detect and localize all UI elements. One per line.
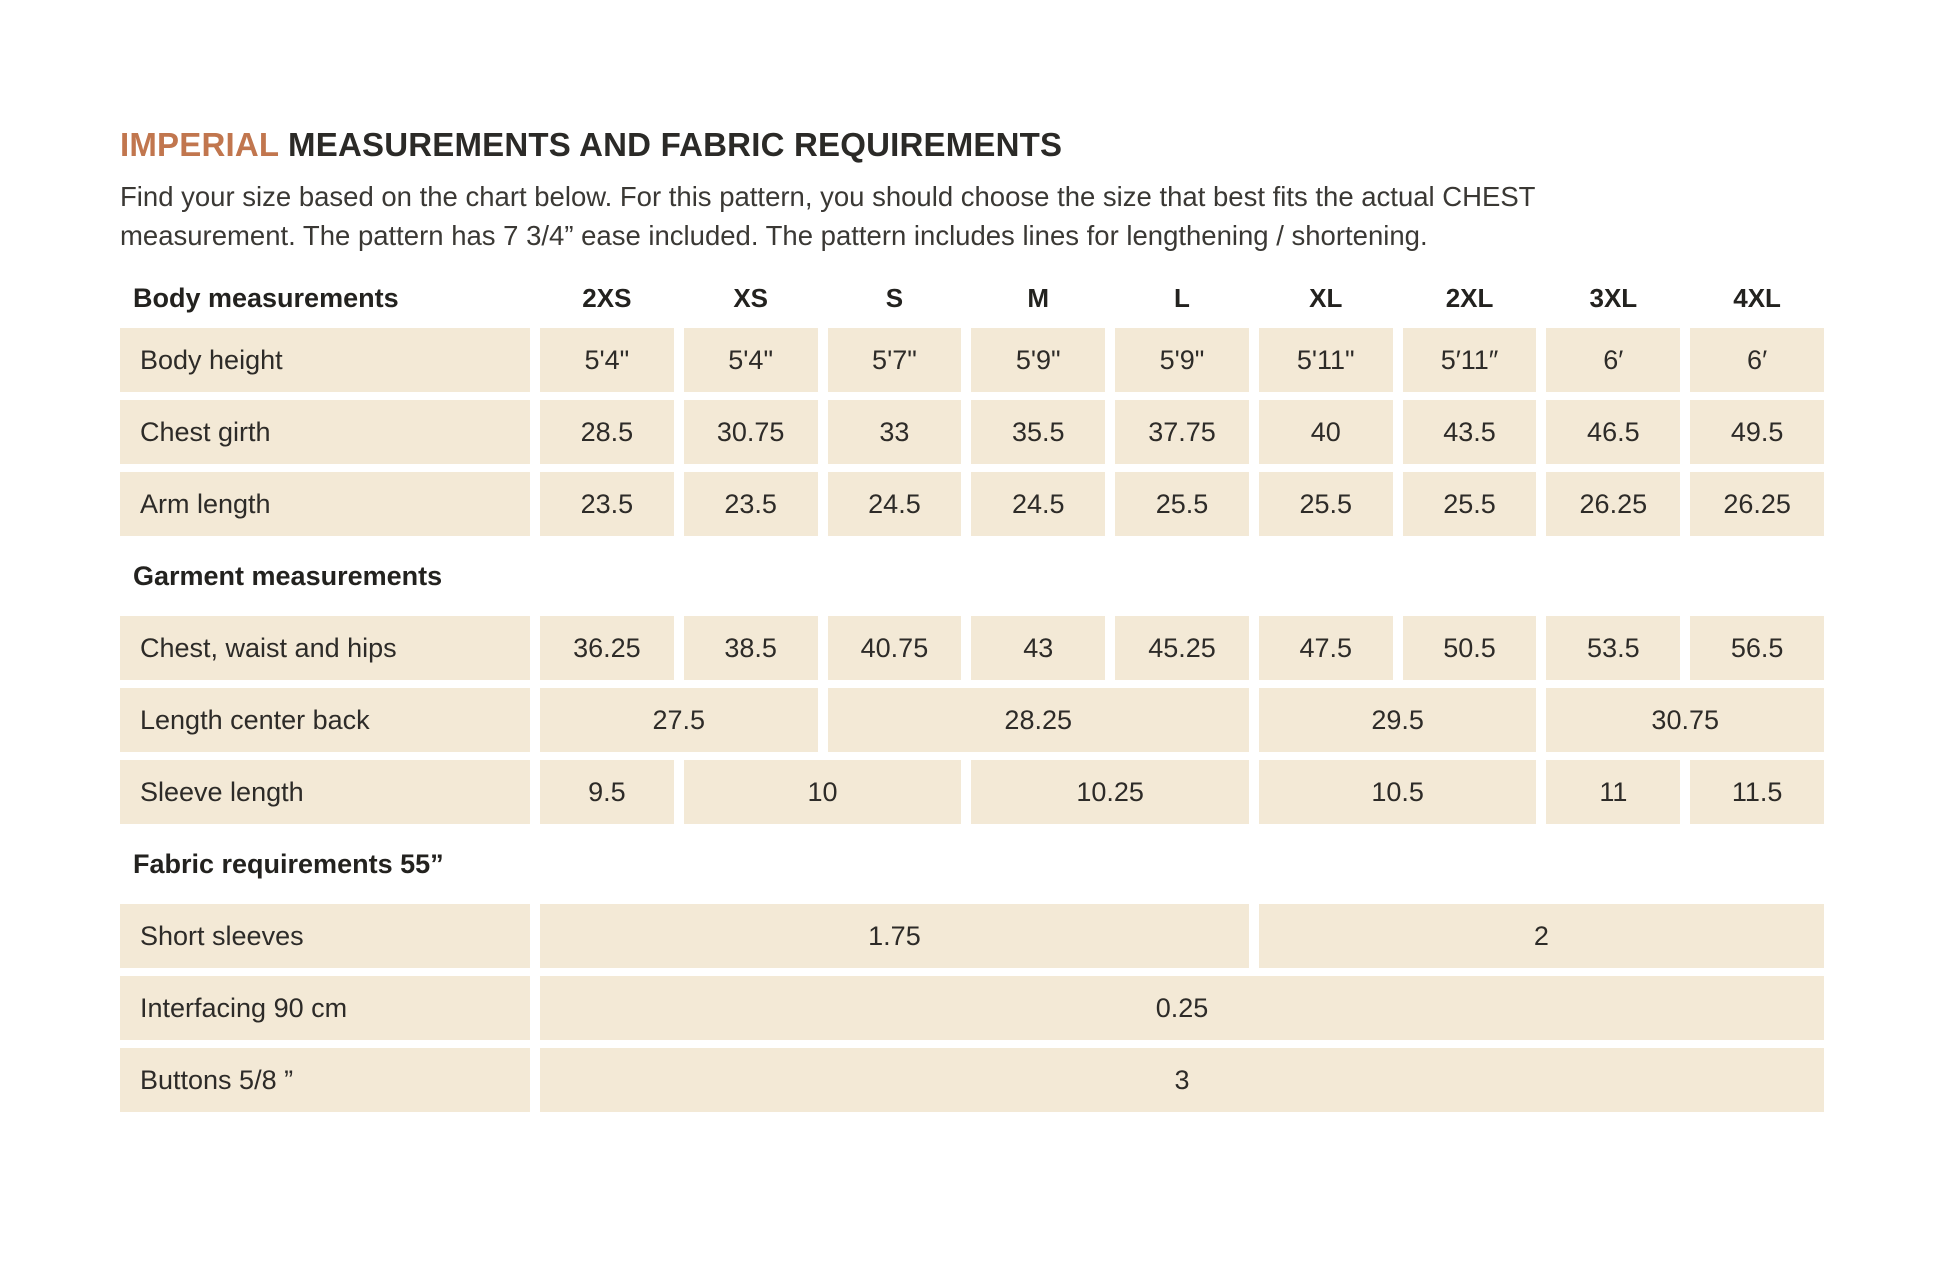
value-cell: 37.75 (1115, 400, 1249, 464)
value-cell: 40 (1258, 400, 1393, 464)
value-cell: 28.5 (540, 400, 674, 464)
row-label: Sleeve length (120, 760, 530, 824)
page-title-accent: IMPERIAL (120, 126, 279, 163)
size-column-header: L (1174, 282, 1190, 313)
value-cell: 47.5 (1258, 616, 1393, 680)
page: IMPERIAL MEASUREMENTS AND FABRIC REQUIRE… (120, 126, 1824, 1112)
size-column-header: XL (1309, 282, 1343, 313)
value-cell: 40.75 (827, 616, 962, 680)
value-cell: 45.25 (1115, 616, 1249, 680)
value-cell: 33 (827, 400, 962, 464)
value-cell: 2 (1258, 904, 1824, 968)
value-cell: 30.75 (1546, 688, 1824, 752)
table-corner-label: Body measurements (133, 282, 399, 313)
value-cell: 24.5 (827, 472, 962, 536)
value-cell: 30.75 (683, 400, 818, 464)
value-cell: 24.5 (971, 472, 1106, 536)
value-cell: 35.5 (971, 400, 1106, 464)
value-cell: 53.5 (1546, 616, 1681, 680)
value-cell: 46.5 (1546, 400, 1681, 464)
size-column-header: M (1027, 282, 1050, 313)
page-title-rest: MEASUREMENTS AND FABRIC REQUIREMENTS (278, 126, 1063, 163)
section-header: Garment measurements (133, 560, 443, 591)
size-column-header: S (885, 282, 904, 313)
value-cell: 26.25 (1546, 472, 1681, 536)
value-cell: 50.5 (1402, 616, 1537, 680)
value-cell: 43 (971, 616, 1106, 680)
section-header: Fabric requirements 55” (133, 848, 444, 879)
value-cell: 36.25 (540, 616, 674, 680)
row-label: Short sleeves (120, 904, 530, 968)
value-cell: 5'11" (1258, 328, 1393, 392)
value-cell: 10.5 (1258, 760, 1537, 824)
value-cell: 25.5 (1258, 472, 1393, 536)
value-cell: 28.25 (827, 688, 1249, 752)
value-cell: 9.5 (540, 760, 674, 824)
size-column-header: 2XS (582, 282, 632, 313)
value-cell: 43.5 (1402, 400, 1537, 464)
intro-line-1: Find your size based on the chart below.… (120, 181, 1536, 212)
value-cell: 38.5 (683, 616, 818, 680)
value-cell: 23.5 (540, 472, 674, 536)
value-cell: 25.5 (1115, 472, 1249, 536)
row-label: Interfacing 90 cm (120, 976, 530, 1040)
value-cell: 25.5 (1402, 472, 1537, 536)
value-cell: 10.25 (971, 760, 1249, 824)
row-label: Buttons 5/8 ” (120, 1048, 530, 1112)
intro-paragraph: Find your size based on the chart below.… (120, 177, 1824, 255)
row-label: Chest girth (120, 400, 530, 464)
value-cell: 3 (540, 1048, 1824, 1112)
value-cell: 5′11″ (1402, 328, 1537, 392)
size-column-header: XS (733, 282, 768, 313)
value-cell: 26.25 (1690, 472, 1824, 536)
value-cell: 5'9" (971, 328, 1106, 392)
value-cell: 10 (683, 760, 962, 824)
value-cell: 11.5 (1690, 760, 1824, 824)
size-column-header: 3XL (1589, 282, 1638, 313)
size-column-header: 4XL (1733, 282, 1781, 313)
row-label: Arm length (120, 472, 530, 536)
value-cell: 6′ (1546, 328, 1681, 392)
value-cell: 23.5 (683, 472, 818, 536)
page-title: IMPERIAL MEASUREMENTS AND FABRIC REQUIRE… (120, 126, 1824, 164)
value-cell: 0.25 (540, 976, 1824, 1040)
row-label: Chest, waist and hips (120, 616, 530, 680)
value-cell: 1.75 (540, 904, 1249, 968)
size-column-header: 2XL (1445, 282, 1494, 313)
value-cell: 29.5 (1258, 688, 1537, 752)
value-cell: 5'4" (683, 328, 818, 392)
size-table: Body measurements 2XS XS S M L XL 2XL 3XL 4XL Body… (120, 276, 1824, 1112)
value-cell: 56.5 (1690, 616, 1824, 680)
value-cell: 27.5 (540, 688, 818, 752)
row-label: Length center back (120, 688, 530, 752)
value-cell: 49.5 (1690, 400, 1824, 464)
value-cell: 11 (1546, 760, 1681, 824)
row-label: Body height (120, 328, 530, 392)
value-cell: 5'7" (827, 328, 962, 392)
value-cell: 5'9" (1115, 328, 1249, 392)
intro-line-2: measurement. The pattern has 7 3/4” ease… (120, 220, 1428, 251)
value-cell: 6′ (1690, 328, 1824, 392)
value-cell: 5'4" (540, 328, 674, 392)
